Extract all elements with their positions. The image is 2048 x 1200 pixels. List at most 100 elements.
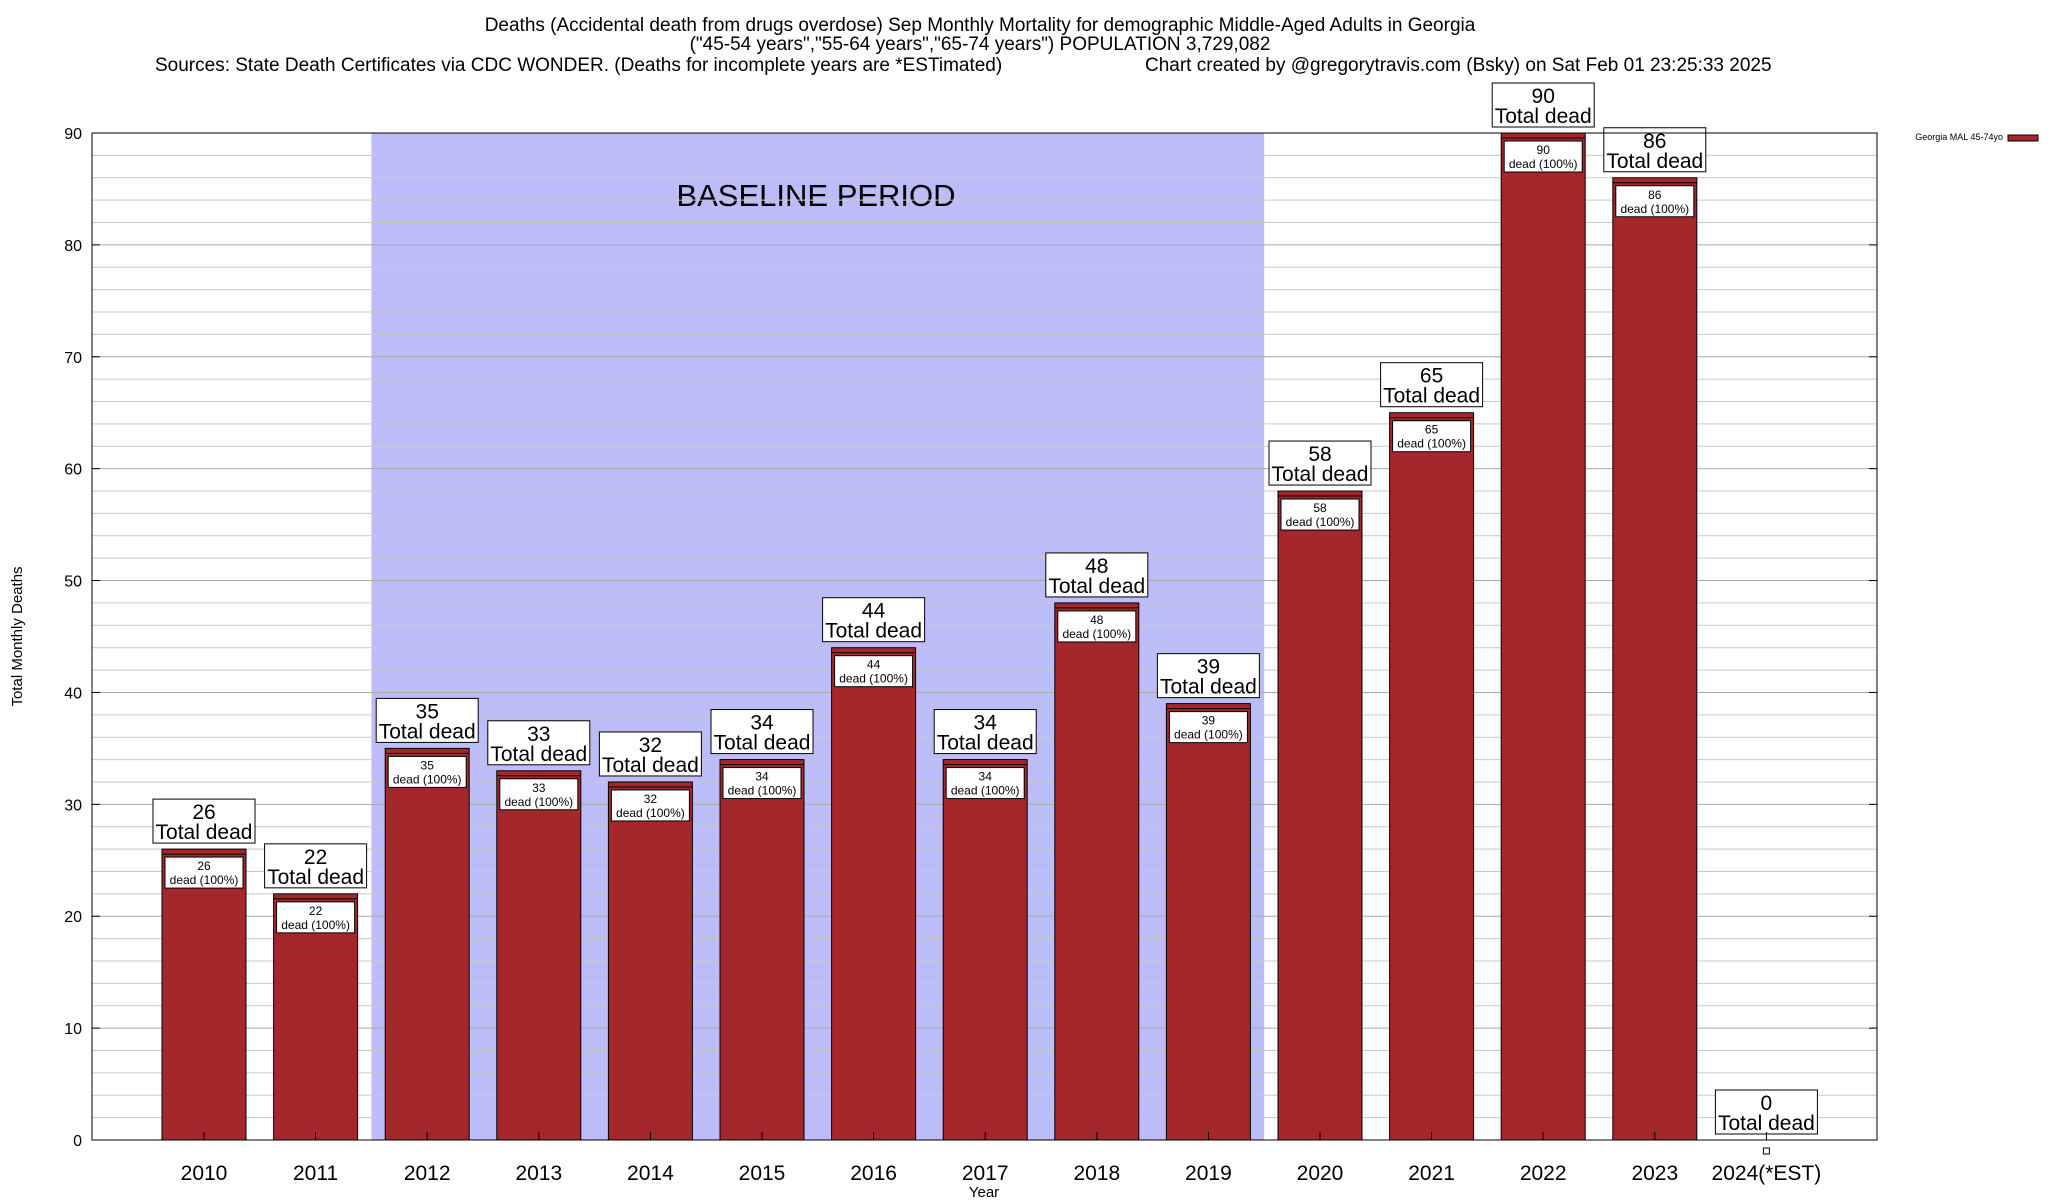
x-tick-label: 2024(*EST) [1712,1162,1822,1185]
x-tick-label: 2010 [181,1162,228,1185]
total-label-text: Total dead [379,720,476,743]
x-tick-label: 2022 [1520,1162,1567,1185]
inner-label-text: dead (100%) [839,672,908,686]
total-label-text: Total dead [1718,1112,1815,1135]
total-label-value: 90 [1532,85,1555,108]
inner-label-text: dead (100%) [1509,157,1578,171]
inner-label-box [834,655,914,688]
total-label-box [487,720,591,766]
total-label-box [1603,127,1707,173]
y-tick-label: 40 [64,685,82,702]
inner-label-value: 86 [1648,188,1662,202]
total-label-box [264,843,368,889]
inner-label-value: 32 [644,792,658,806]
total-label-value: 22 [304,846,327,869]
title-line-2: ("45-54 years","55-64 years","65-74 year… [690,34,1271,55]
inner-label-value: 90 [1537,143,1551,157]
total-label-value: 33 [527,723,550,746]
total-label-text: Total dead [1272,463,1369,486]
total-label-box [933,709,1037,755]
inner-label-value: 34 [755,770,769,784]
x-tick-label: 2017 [962,1162,1009,1185]
total-label-box [1156,653,1260,699]
y-tick-label: 60 [64,462,82,479]
inner-label-value: 33 [532,781,546,795]
total-label-value: 86 [1643,130,1666,153]
x-tick-label: 2023 [1631,1162,1678,1185]
inner-label-value: 65 [1425,423,1439,437]
y-tick-label: 30 [64,797,82,814]
x-axis-label: Year [969,1184,999,1200]
chart-title: Deaths (Accidental death from drugs over… [155,15,1772,76]
y-tick-label: 80 [64,238,82,255]
legend: Georgia MAL 45-74yo [1915,132,2039,142]
x-tick-label: 2011 [293,1162,338,1185]
inner-label-box [722,767,802,800]
total-label-value: 65 [1420,365,1443,388]
zero-marker [1762,1147,1770,1155]
inner-label-box [1503,140,1583,173]
bar [1277,490,1363,1141]
inner-label-value: 39 [1202,714,1216,728]
inner-label-value: 35 [421,758,435,772]
x-tick-label: 2018 [1073,1162,1120,1185]
total-label-value: 26 [192,801,215,824]
y-tick-label: 20 [64,909,82,926]
total-label-value: 34 [750,712,774,735]
x-tick-label: 2012 [404,1162,451,1185]
bar [161,848,247,1141]
total-label-value: 39 [1197,656,1220,679]
inner-label-value: 22 [309,904,323,918]
total-label-value: 48 [1085,555,1108,578]
total-label-box [1045,552,1149,598]
inner-label-text: dead (100%) [616,806,685,820]
inner-label-box [1392,420,1472,453]
bar [607,781,693,1141]
bar [1165,703,1251,1141]
inner-label-text: dead (100%) [728,784,797,798]
inner-label-value: 34 [979,770,993,784]
y-axis-label: Total Monthly Deaths [9,566,26,706]
inner-label-box [499,778,579,811]
plot-frame [91,132,1878,1141]
x-axis: 2010 2011 2012 2013 2014 2015 2016 2017 2018 2019… [181,1132,1822,1185]
total-label-text: Total dead [602,754,699,777]
legend-swatch [2007,134,2039,142]
total-label-box [1714,1089,1818,1135]
inner-label-box [1280,498,1360,531]
y-tick-label: 0 [73,1133,82,1150]
y-tick-label: 90 [64,126,82,143]
bar [942,759,1028,1141]
bar [496,770,582,1141]
total-label-box [710,709,814,755]
bar [1612,177,1698,1141]
inner-label-text: dead (100%) [1174,728,1243,742]
inner-label-box [610,789,690,822]
legend-entry-label: Georgia MAL 45-74yo [1915,132,2003,142]
total-label-value: 34 [974,712,998,735]
total-label-text: Total dead [1495,105,1592,128]
y-tick-label: 70 [64,350,82,367]
inner-label-box [1168,711,1248,744]
total-label-box [598,731,702,777]
inner-label-text: dead (100%) [170,873,239,887]
x-tick-label: 2019 [1185,1162,1232,1185]
inner-label-text: dead (100%) [504,795,573,809]
inner-label-text: dead (100%) [1062,627,1131,641]
x-tick-label: 2013 [515,1162,562,1185]
y-tick-label: 10 [64,1021,82,1038]
y-tick-label: 50 [64,574,82,591]
total-label-box [375,697,479,743]
inner-label-text: dead (100%) [281,918,350,932]
total-label-text: Total dead [1383,385,1480,408]
total-label-box [822,597,926,643]
sources-text: Sources: State Death Certificates via CD… [155,55,1002,76]
inner-label-box [387,755,467,788]
total-label-box [1268,440,1372,486]
bar [1500,132,1586,1141]
inner-label-value: 48 [1090,613,1104,627]
bar [384,747,470,1141]
